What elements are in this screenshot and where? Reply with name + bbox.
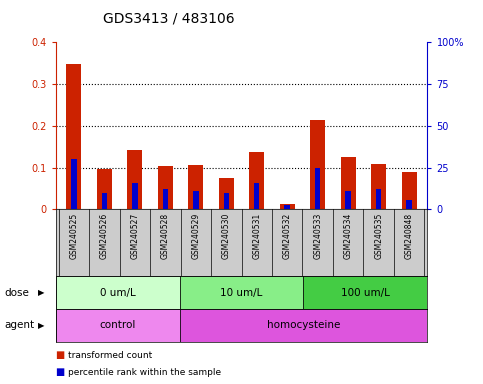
Text: GSM240525: GSM240525 (70, 213, 78, 259)
Text: GSM240529: GSM240529 (191, 213, 200, 259)
Text: GSM240532: GSM240532 (283, 213, 292, 259)
Bar (97, 169, 112, 209)
Bar (310, 120, 326, 209)
Bar (280, 204, 295, 209)
Bar (127, 150, 142, 209)
Bar (341, 157, 356, 209)
Bar (56, 309, 180, 342)
Bar (345, 191, 351, 209)
Text: ■: ■ (56, 367, 65, 377)
Bar (71, 159, 77, 209)
Text: 0 um/L: 0 um/L (99, 288, 135, 298)
Bar (101, 193, 107, 209)
Bar (66, 64, 82, 209)
Text: 10 um/L: 10 um/L (220, 288, 263, 298)
Bar (193, 191, 199, 209)
Text: ▶: ▶ (38, 321, 44, 330)
Text: GSM240533: GSM240533 (313, 213, 322, 259)
Bar (219, 178, 234, 209)
Bar (163, 189, 168, 209)
Bar (371, 164, 386, 209)
Text: GSM240530: GSM240530 (222, 213, 231, 259)
Text: agent: agent (5, 320, 35, 331)
Text: GSM240535: GSM240535 (374, 213, 383, 259)
Text: percentile rank within the sample: percentile rank within the sample (68, 368, 221, 377)
Text: GSM240534: GSM240534 (344, 213, 353, 259)
Bar (406, 200, 412, 209)
Bar (376, 189, 382, 209)
Bar (224, 193, 229, 209)
Text: ■: ■ (56, 350, 65, 360)
Bar (132, 182, 138, 209)
Bar (180, 276, 303, 309)
Bar (249, 152, 264, 209)
Text: GSM240848: GSM240848 (405, 213, 413, 259)
Text: transformed count: transformed count (68, 351, 152, 360)
Text: 100 um/L: 100 um/L (341, 288, 390, 298)
Text: GSM240527: GSM240527 (130, 213, 139, 259)
Text: GSM240531: GSM240531 (252, 213, 261, 259)
Bar (284, 205, 290, 209)
Text: GSM240526: GSM240526 (100, 213, 109, 259)
Text: dose: dose (5, 288, 30, 298)
Text: homocysteine: homocysteine (267, 320, 340, 331)
Text: control: control (99, 320, 136, 331)
Bar (303, 276, 427, 309)
Text: ▶: ▶ (38, 288, 44, 297)
Bar (56, 276, 180, 309)
Text: GSM240528: GSM240528 (161, 213, 170, 259)
Text: GDS3413 / 483106: GDS3413 / 483106 (103, 12, 235, 25)
Bar (254, 182, 259, 209)
Bar (180, 309, 427, 342)
Bar (157, 166, 173, 209)
Bar (315, 167, 320, 209)
Bar (401, 172, 417, 209)
Bar (188, 166, 203, 209)
